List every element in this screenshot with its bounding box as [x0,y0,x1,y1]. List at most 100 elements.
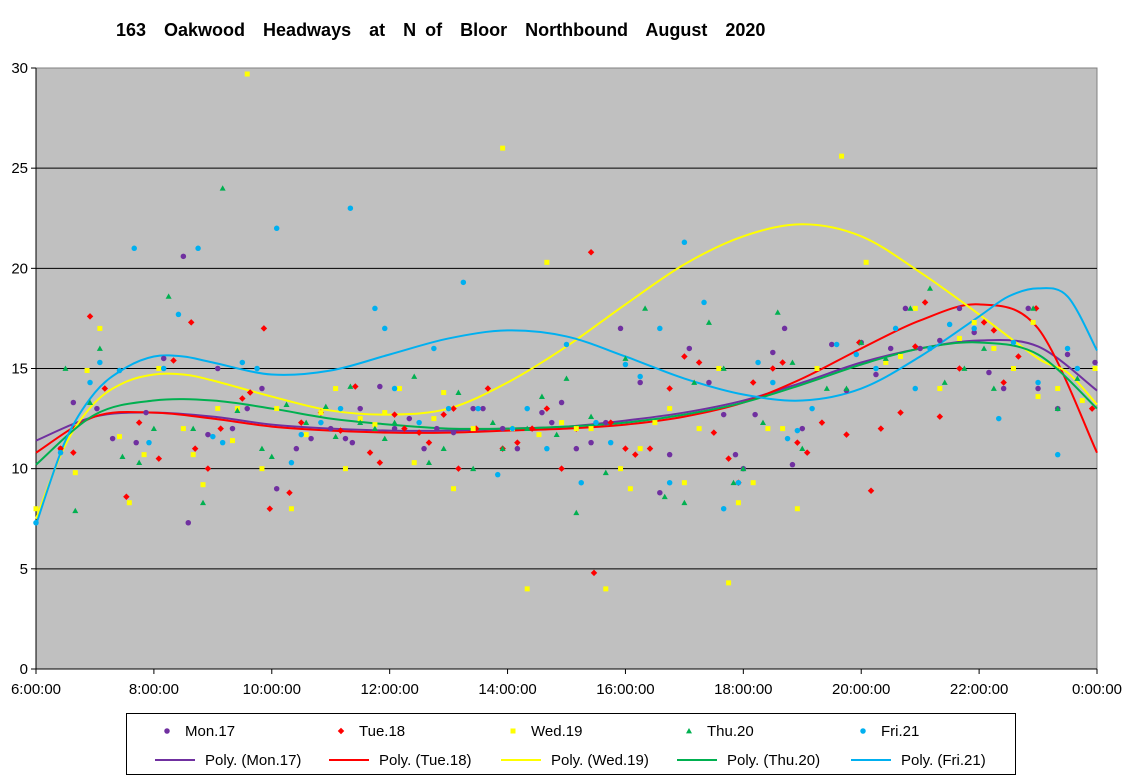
point-wed-19 [735,500,741,506]
point-fri-21 [735,479,742,486]
x-tick-label: 18:00:00 [714,681,772,698]
legend-item-tue-18: Tue.18 [331,718,405,744]
point-tue-18 [877,425,885,432]
point-mon-17 [143,409,149,416]
point-tue-18 [843,431,850,438]
point-mon-17 [937,337,943,344]
point-mon-17 [789,461,796,468]
legend-label: Mon.17 [185,722,236,740]
point-mon-17 [887,345,894,352]
point-thu-20 [573,509,580,516]
point-wed-19 [588,426,594,432]
point-tue-18 [337,427,344,434]
point-thu-20 [1054,405,1061,411]
legend-marker-wed-19 [503,724,523,738]
point-fri-21 [146,439,152,446]
point-tue-18 [187,319,195,326]
point-mon-17 [70,399,77,406]
point-wed-19 [1010,366,1016,371]
point-wed-19 [971,319,977,325]
point-fri-21 [116,367,123,374]
legend-marker-fri-21 [853,724,873,738]
point-mon-17 [406,415,413,422]
point-tue-18 [769,365,777,372]
point-wed-19 [780,426,786,432]
point-mon-17 [637,379,643,386]
point-thu-20 [425,459,432,466]
point-fri-21 [853,351,860,358]
point-fri-21 [892,325,899,332]
point-fri-21 [445,405,452,412]
point-tue-18 [101,385,109,392]
point-tue-18 [695,359,703,366]
legend-trend-item-mon-17: Poly. (Mon.17) [153,747,301,773]
point-wed-19 [431,416,437,422]
point-fri-21 [524,405,530,412]
point-tue-18 [298,419,305,426]
point-wed-19 [618,466,624,472]
point-wed-19 [318,410,324,416]
point-tue-18 [266,505,274,512]
point-mon-17 [421,445,427,452]
point-fri-21 [681,239,688,246]
point-tue-18 [725,455,732,462]
legend-trend-item-wed-19: Poly. (Wed.19) [499,747,649,773]
point-wed-19 [126,500,132,506]
point-tue-18 [286,489,293,496]
point-fri-21 [318,419,324,426]
point-thu-20 [499,445,506,452]
point-wed-19 [573,426,579,432]
point-wed-19 [937,386,943,392]
point-tue-18 [779,359,786,366]
point-thu-20 [981,345,988,351]
legend-line-mon-17 [153,753,197,767]
point-thu-20 [1030,305,1037,311]
legend-trend-item-tue-18: Poly. (Tue.18) [327,747,472,773]
point-thu-20 [588,413,595,419]
point-thu-20 [759,419,766,425]
point-mon-17 [514,445,521,452]
point-tue-18 [376,459,384,466]
trendline-tue-18 [35,303,1098,454]
legend-line-tue-18 [327,753,371,767]
point-tue-18 [170,357,177,364]
point-tue-18 [794,439,801,446]
legend-marker-mon-17 [157,724,177,738]
point-fri-21 [475,405,481,412]
point-thu-20 [455,389,462,395]
point-wed-19 [794,506,800,512]
point-wed-19 [524,586,530,592]
x-tick-label: 22:00:00 [950,681,1008,698]
point-thu-20 [357,419,364,425]
y-tick-label: 20 [11,260,28,277]
point-thu-20 [119,453,126,460]
legend-label: Poly. (Fri.21) [901,751,986,769]
point-wed-19 [303,432,309,438]
point-mon-17 [1035,385,1041,392]
point-wed-19 [190,452,196,458]
point-tue-18 [391,411,398,418]
point-fri-21 [927,345,933,352]
point-tue-18 [528,425,536,432]
point-mon-17 [588,439,594,446]
point-mon-17 [720,411,727,418]
point-fri-21 [175,311,182,318]
point-mon-17 [133,439,139,446]
point-fri-21 [1010,339,1017,346]
data-points [33,71,1098,592]
point-thu-20 [681,499,688,506]
point-mon-17 [573,445,580,452]
point-wed-19 [97,325,103,331]
point-mon-17 [470,405,476,412]
point-fri-21 [431,345,437,352]
point-thu-20 [283,401,290,407]
point-fri-21 [578,479,584,486]
point-fri-21 [946,321,953,328]
point-thu-20 [411,373,418,379]
point-mon-17 [229,425,236,432]
point-mon-17 [617,325,624,332]
point-wed-19 [244,71,250,77]
y-tick-label: 30 [11,60,28,77]
point-fri-21 [1035,379,1041,386]
point-thu-20 [661,493,668,500]
